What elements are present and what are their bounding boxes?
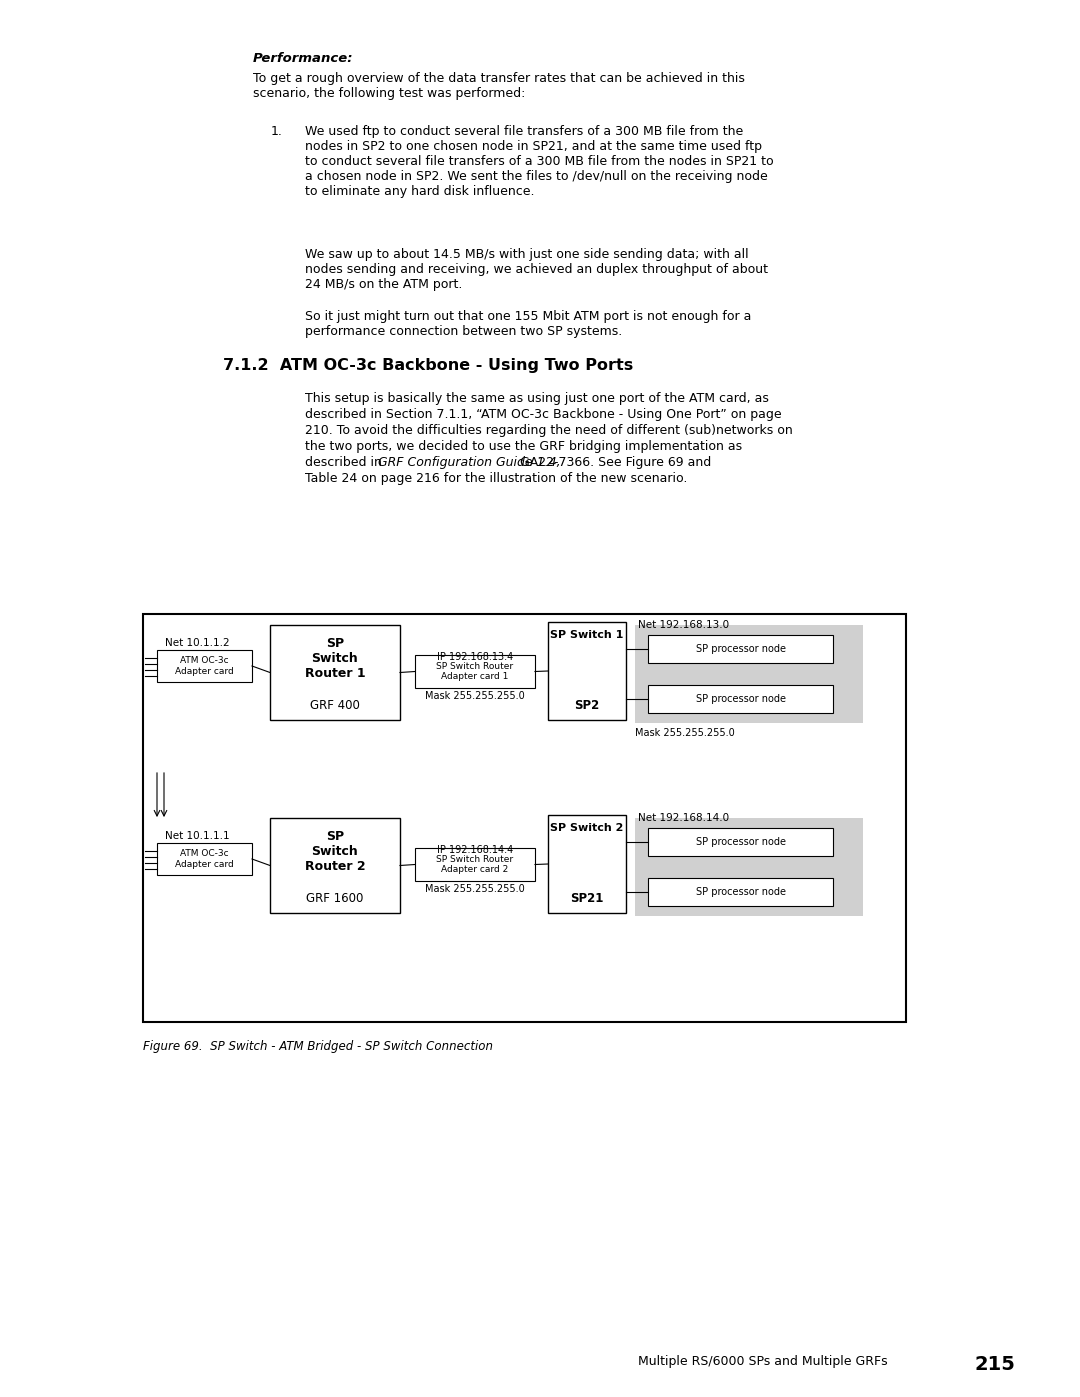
Text: 7.1.2  ATM OC-3c Backbone - Using Two Ports: 7.1.2 ATM OC-3c Backbone - Using Two Por… [222, 358, 633, 373]
Text: We saw up to about 14.5 MB/s with just one side sending data; with all
nodes sen: We saw up to about 14.5 MB/s with just o… [305, 249, 768, 291]
Text: 215: 215 [975, 1355, 1016, 1375]
Text: SP2: SP2 [575, 698, 599, 712]
Text: To get a rough overview of the data transfer rates that can be achieved in this
: To get a rough overview of the data tran… [253, 73, 745, 101]
Bar [415, 848, 535, 882]
Text: SP Switch 1: SP Switch 1 [551, 630, 623, 640]
Text: 1.: 1. [271, 124, 283, 138]
Text: ATM OC-3c
Adapter card: ATM OC-3c Adapter card [175, 657, 234, 676]
Bar [648, 877, 833, 907]
Text: described in Section 7.1.1, “ATM OC-3c Backbone - Using One Port” on page: described in Section 7.1.1, “ATM OC-3c B… [305, 408, 782, 420]
Text: Mask 255.255.255.0: Mask 255.255.255.0 [426, 692, 525, 701]
Text: the two ports, we decided to use the GRF bridging implementation as: the two ports, we decided to use the GRF… [305, 440, 742, 453]
Text: IP 192.168.13.4: IP 192.168.13.4 [437, 652, 513, 662]
Bar [548, 814, 626, 914]
Text: SP processor node: SP processor node [696, 887, 785, 897]
Text: described in: described in [305, 455, 386, 469]
Text: Table 24 on page 216 for the illustration of the new scenario.: Table 24 on page 216 for the illustratio… [305, 472, 687, 485]
Text: We used ftp to conduct several file transfers of a 300 MB file from the
nodes in: We used ftp to conduct several file tran… [305, 124, 773, 198]
Bar [548, 622, 626, 719]
Text: Net 192.168.13.0: Net 192.168.13.0 [638, 620, 729, 630]
Bar [648, 828, 833, 856]
Text: Multiple RS/6000 SPs and Multiple GRFs: Multiple RS/6000 SPs and Multiple GRFs [638, 1355, 888, 1368]
Text: GRF Configuration Guide 1.4,: GRF Configuration Guide 1.4, [378, 455, 561, 469]
Text: GRF 400: GRF 400 [310, 698, 360, 712]
Bar [415, 655, 535, 687]
Bar [270, 624, 400, 719]
Text: SP21: SP21 [570, 893, 604, 905]
Bar [270, 819, 400, 914]
Text: Performance:: Performance: [253, 52, 353, 66]
Text: SP Switch 2: SP Switch 2 [551, 823, 623, 833]
Text: SP Switch Router
Adapter card 2: SP Switch Router Adapter card 2 [436, 855, 514, 875]
Text: ATM OC-3c
Adapter card: ATM OC-3c Adapter card [175, 849, 234, 869]
Text: SP processor node: SP processor node [696, 644, 785, 654]
Bar [648, 636, 833, 664]
Text: Figure 69.  SP Switch - ATM Bridged - SP Switch Connection: Figure 69. SP Switch - ATM Bridged - SP … [143, 1039, 492, 1053]
Text: Net 10.1.1.1: Net 10.1.1.1 [164, 831, 229, 841]
Text: SP processor node: SP processor node [696, 694, 785, 704]
Text: Net 10.1.1.2: Net 10.1.1.2 [164, 638, 229, 648]
Bar [635, 624, 863, 724]
Text: So it just might turn out that one 155 Mbit ATM port is not enough for a
perform: So it just might turn out that one 155 M… [305, 310, 752, 338]
Bar [648, 685, 833, 712]
Text: SP processor node: SP processor node [696, 837, 785, 847]
Text: SP
Switch
Router 2: SP Switch Router 2 [305, 830, 365, 873]
Text: 210. To avoid the difficulties regarding the need of different (sub)networks on: 210. To avoid the difficulties regarding… [305, 425, 793, 437]
Text: GA22-7366. See Figure 69 and: GA22-7366. See Figure 69 and [516, 455, 712, 469]
Text: This setup is basically the same as using just one port of the ATM card, as: This setup is basically the same as usin… [305, 393, 769, 405]
Text: IP 192.168.14.4: IP 192.168.14.4 [437, 845, 513, 855]
Text: Mask 255.255.255.0: Mask 255.255.255.0 [635, 728, 734, 738]
Text: SP Switch Router
Adapter card 1: SP Switch Router Adapter card 1 [436, 662, 514, 682]
Text: GRF 1600: GRF 1600 [307, 893, 364, 905]
Text: Net 192.168.14.0: Net 192.168.14.0 [638, 813, 729, 823]
Bar [157, 650, 252, 682]
Bar [157, 842, 252, 875]
Bar [635, 819, 863, 916]
Text: Mask 255.255.255.0: Mask 255.255.255.0 [426, 884, 525, 894]
Bar [143, 615, 906, 1023]
Text: SP
Switch
Router 1: SP Switch Router 1 [305, 637, 365, 680]
